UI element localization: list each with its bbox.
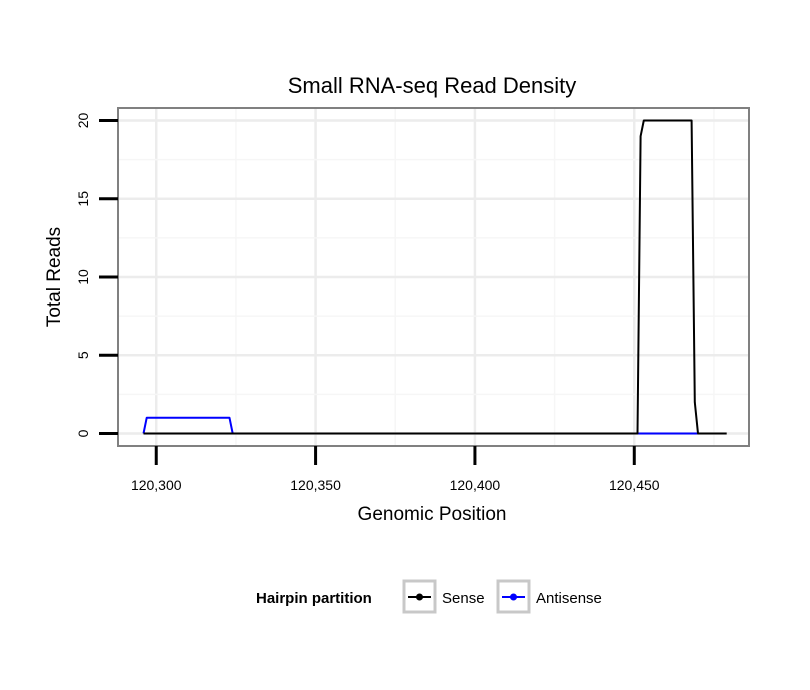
legend-item-antisense: Antisense <box>496 579 602 614</box>
legend-label: Antisense <box>536 590 602 607</box>
y-tick-label: 5 <box>75 351 91 359</box>
x-tick-label: 120,400 <box>450 477 501 493</box>
legend-item-sense: Sense <box>402 579 485 614</box>
x-tick-label: 120,450 <box>609 477 660 493</box>
legend-label: Sense <box>442 590 485 607</box>
y-tick-label: 0 <box>75 429 91 437</box>
y-axis-title: Total Reads <box>44 227 65 327</box>
legend-key-point <box>510 593 517 601</box>
y-tick-label: 15 <box>75 191 91 207</box>
series-layer <box>142 119 727 435</box>
series-line-antisense <box>142 416 698 435</box>
legend-title: Hairpin partition <box>256 590 372 607</box>
y-axis: 0 5 10 15 20 <box>75 113 118 437</box>
legend: Hairpin partition Sense Antisense <box>256 579 602 614</box>
legend-key-point <box>416 593 423 601</box>
chart-title: Small RNA-seq Read Density <box>288 73 577 98</box>
y-tick-label: 20 <box>75 113 91 129</box>
grid <box>118 108 749 446</box>
series-line-sense <box>143 119 727 435</box>
y-tick-label: 10 <box>75 269 91 285</box>
x-axis-title: Genomic Position <box>358 504 507 525</box>
x-axis: 120,300 120,350 120,400 120,450 <box>131 446 660 493</box>
x-tick-label: 120,350 <box>290 477 341 493</box>
x-tick-label: 120,300 <box>131 477 182 493</box>
